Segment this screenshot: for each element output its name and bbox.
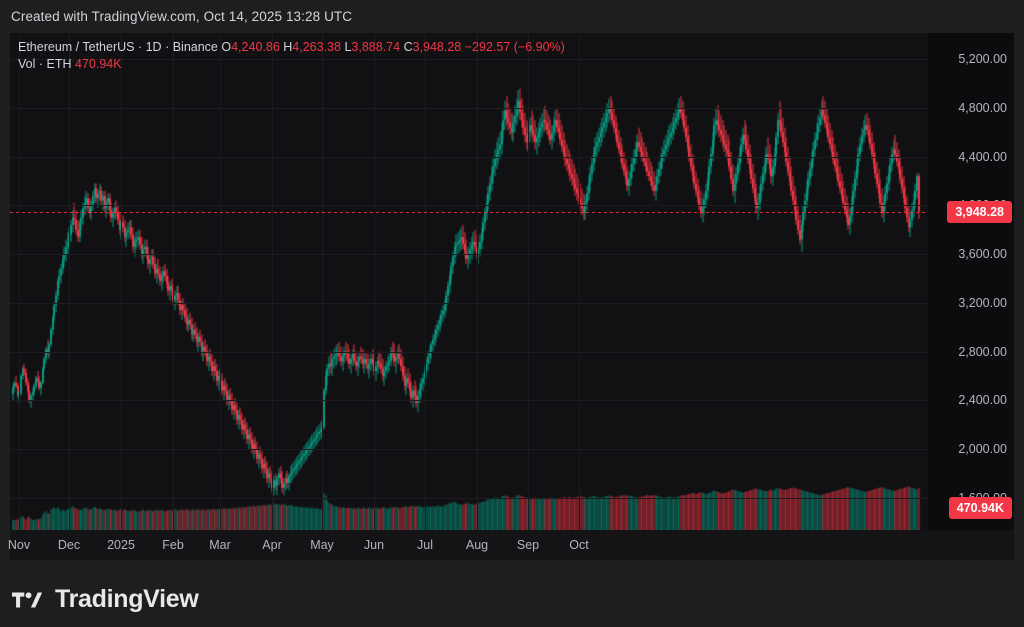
chart-plot-area[interactable]: Ethereum / TetherUS · 1D · Binance O4,24… (10, 33, 928, 530)
time-axis-label: Feb (162, 538, 184, 552)
chart-container: Ethereum / TetherUS · 1D · Binance O4,24… (10, 33, 1014, 530)
time-axis-label: Sep (516, 538, 540, 552)
legend-high-value: 4,263.38 (292, 40, 341, 54)
price-axis[interactable]: 5,200.004,800.004,400.004,000.003,600.00… (928, 33, 1014, 530)
legend-open-label: O (221, 40, 232, 54)
time-axis-label: Aug (465, 538, 489, 552)
legend-volume-row: Vol · ETH 470.94K (18, 56, 565, 73)
time-axis-label: Dec (57, 538, 81, 552)
time-gridline (220, 33, 221, 530)
price-axis-label: 3,200.00 (958, 296, 1007, 310)
price-axis-label: 3,600.00 (958, 247, 1007, 261)
legend-change-value: −292.57 (−6.90%) (464, 40, 565, 54)
time-gridline (477, 33, 478, 530)
price-gridline (10, 303, 928, 304)
price-gridline (10, 108, 928, 109)
price-gridline (10, 498, 928, 499)
legend-interval[interactable]: 1D (145, 40, 162, 54)
price-gridline (10, 157, 928, 158)
legend-low-value: 3,888.74 (351, 40, 401, 54)
price-gridline (10, 400, 928, 401)
time-gridline (173, 33, 174, 530)
price-axis-label: 4,800.00 (958, 101, 1007, 115)
legend-sep-2: · (161, 40, 173, 54)
time-axis-label: Jun (363, 538, 385, 552)
legend-ohlc-row: Ethereum / TetherUS · 1D · Binance O4,24… (18, 39, 565, 56)
time-gridline (322, 33, 323, 530)
price-gridline (10, 352, 928, 353)
time-axis-label: Mar (209, 538, 231, 552)
time-gridline (528, 33, 529, 530)
legend-volume-value: 470.94K (74, 57, 122, 71)
time-gridline (69, 33, 70, 530)
tradingview-wordmark: TradingView (55, 585, 199, 613)
time-axis-label: Nov (7, 538, 31, 552)
time-axis-label: May (310, 538, 334, 552)
time-axis-label: Oct (569, 538, 589, 552)
time-gridline (579, 33, 580, 530)
tradingview-logo-icon (12, 591, 43, 608)
time-gridline (121, 33, 122, 530)
legend-low-label: L (344, 40, 352, 54)
time-axis[interactable]: Nov Dec 2025 Feb Mar Apr May Jun Jul Aug Sep Oct (7, 530, 1014, 560)
legend-high-label: H (283, 40, 293, 54)
time-axis-label: Apr (262, 538, 282, 552)
legend-exchange: Binance (172, 40, 218, 54)
legend-close-value: 3,948.28 (412, 40, 462, 54)
price-axis-label: 5,200.00 (958, 52, 1007, 66)
footer: TradingView (0, 572, 1024, 627)
price-axis-label: 2,400.00 (958, 393, 1007, 407)
price-axis-label: 4,400.00 (958, 150, 1007, 164)
legend-close-label: C (403, 40, 413, 54)
price-axis-label: 2,800.00 (958, 345, 1007, 359)
chart-legend: Ethereum / TetherUS · 1D · Binance O4,24… (18, 39, 565, 73)
legend-open-value: 4,240.86 (231, 40, 280, 54)
time-gridline (425, 33, 426, 530)
legend-symbol[interactable]: Ethereum / TetherUS (18, 40, 135, 54)
price-gridline (10, 449, 928, 450)
time-gridline (374, 33, 375, 530)
attribution-text: Created with TradingView.com, Oct 14, 20… (11, 9, 353, 24)
time-axis-label: 2025 (107, 538, 135, 552)
price-gridline (10, 59, 928, 60)
volume-badge: 470.94K (949, 498, 1011, 518)
price-gridline (10, 205, 928, 206)
legend-sep-1: · (134, 40, 146, 54)
price-gridline (10, 254, 928, 255)
legend-volume-label[interactable]: Vol · ETH (18, 57, 72, 71)
tradingview-logo[interactable]: TradingView (12, 585, 199, 614)
current-price-badge: 3,948.28 (948, 202, 1011, 222)
attribution-bar: Created with TradingView.com, Oct 14, 20… (0, 0, 1024, 33)
time-axis-label: Jul (417, 538, 433, 552)
candlestick-canvas[interactable] (10, 33, 928, 530)
price-axis-label: 2,000.00 (958, 442, 1007, 456)
time-gridline (272, 33, 273, 530)
time-gridline (19, 33, 20, 530)
current-price-line (10, 212, 928, 213)
